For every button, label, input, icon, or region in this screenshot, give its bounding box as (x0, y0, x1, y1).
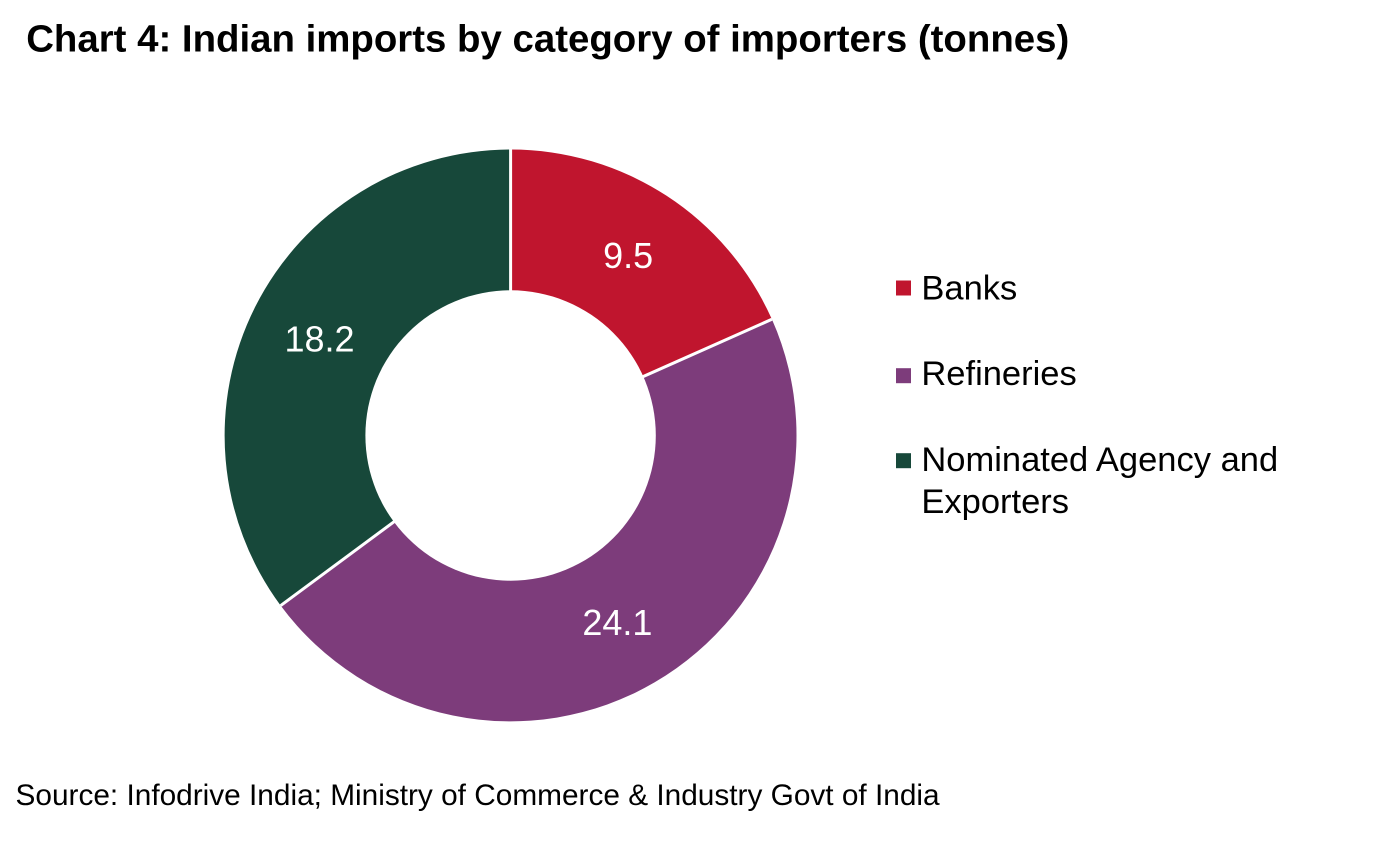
svg-text:Chart 4: Indian imports by cat: Chart 4: Indian imports by category of i… (26, 17, 1069, 60)
svg-text:Banks: Banks (921, 269, 1017, 307)
svg-text:24.1: 24.1 (582, 602, 652, 643)
svg-text:9.5: 9.5 (603, 235, 653, 276)
svg-text:18.2: 18.2 (284, 319, 354, 360)
svg-text:Refineries: Refineries (921, 355, 1076, 393)
svg-text:Exporters: Exporters (921, 483, 1069, 521)
svg-text:Source: Infodrive India; Minis: Source: Infodrive India; Ministry of Com… (16, 779, 941, 812)
svg-text:Nominated Agency and: Nominated Agency and (921, 441, 1278, 479)
